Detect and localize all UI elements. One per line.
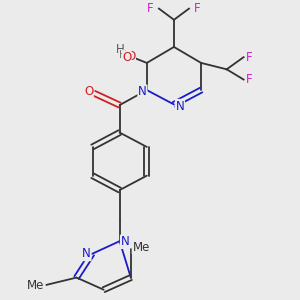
Text: Me: Me <box>132 241 150 254</box>
Text: H: H <box>118 50 126 60</box>
Text: N: N <box>176 100 184 112</box>
Text: F: F <box>246 51 253 64</box>
Text: N: N <box>82 248 91 260</box>
Text: O: O <box>122 51 131 64</box>
Text: O: O <box>126 50 135 63</box>
Text: N: N <box>121 235 129 248</box>
Text: F: F <box>194 2 201 15</box>
Text: O: O <box>84 85 93 98</box>
Text: Me: Me <box>27 279 45 292</box>
Text: N: N <box>138 85 147 98</box>
Text: F: F <box>147 2 154 15</box>
Text: F: F <box>246 73 253 86</box>
Text: H: H <box>116 43 124 56</box>
